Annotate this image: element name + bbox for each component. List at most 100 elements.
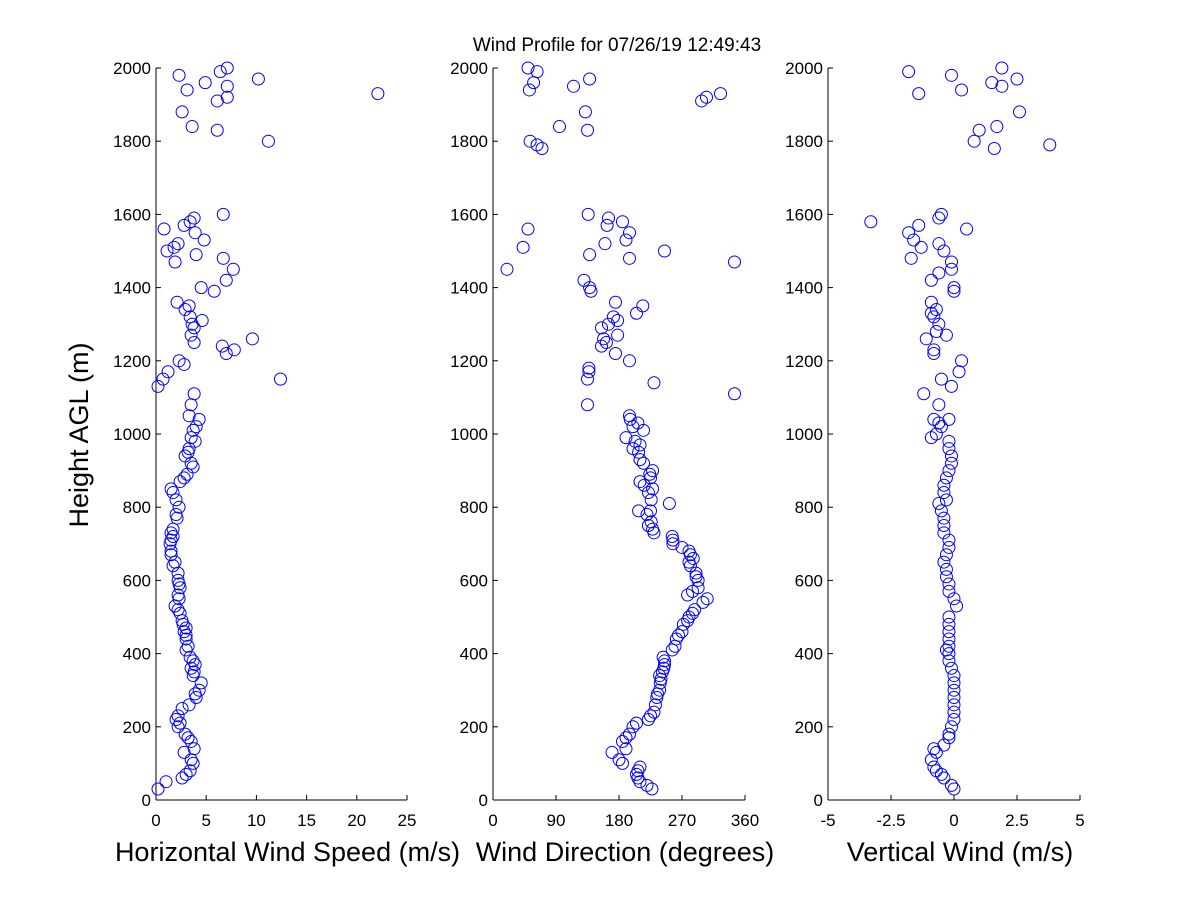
data-point-direction: [619, 233, 633, 247]
data-point-speed: [164, 533, 178, 547]
data-point-vertical: [927, 343, 941, 357]
data-point-speed: [261, 134, 275, 148]
data-point-direction: [595, 339, 608, 353]
data-point-vertical: [937, 511, 951, 525]
data-point-direction: [583, 72, 597, 86]
data-point-speed: [183, 764, 197, 778]
x-tick-label-speed: 5: [201, 811, 210, 830]
data-point-speed: [198, 76, 212, 90]
data-point-direction: [626, 442, 640, 456]
data-point-speed: [169, 712, 183, 726]
data-point-direction: [623, 727, 636, 741]
data-point-speed: [185, 120, 199, 134]
y-tick-label-direction: 2000: [450, 59, 488, 78]
y-tick-label-vertical: 600: [795, 571, 823, 590]
data-point-speed: [171, 237, 185, 251]
data-point-speed: [159, 775, 173, 789]
data-point-speed: [169, 508, 183, 522]
data-point-speed: [189, 420, 203, 434]
data-point-vertical: [927, 742, 941, 756]
data-point-direction: [643, 467, 657, 481]
data-point-speed: [172, 500, 186, 514]
data-point-vertical: [929, 325, 943, 339]
data-point-vertical: [937, 771, 951, 785]
y-tick-label-vertical: 200: [795, 718, 823, 737]
data-point-speed: [177, 471, 191, 485]
y-tick-label-direction: 400: [460, 645, 488, 664]
data-point-direction: [623, 354, 636, 368]
data-point-vertical: [942, 610, 956, 624]
data-point-speed: [178, 303, 192, 317]
data-point-speed: [177, 625, 191, 639]
data-point-speed: [171, 603, 185, 617]
data-point-speed: [151, 782, 165, 796]
data-point-vertical: [927, 310, 941, 324]
data-point-speed: [219, 346, 233, 360]
data-point-vertical: [944, 262, 958, 276]
data-point-vertical: [929, 745, 943, 759]
data-point-speed: [226, 262, 240, 276]
data-point-speed: [227, 343, 241, 357]
data-point-vertical: [955, 354, 969, 368]
data-point-vertical: [947, 698, 961, 712]
data-point-vertical: [934, 372, 948, 386]
data-point-vertical: [942, 434, 956, 448]
data-point-speed: [180, 83, 194, 97]
data-point-direction: [530, 65, 544, 79]
data-point-direction: [714, 87, 727, 101]
data-point-speed: [156, 372, 170, 386]
x-tick-label-vertical: 2.5: [1005, 811, 1029, 830]
data-point-direction: [521, 222, 535, 236]
y-tick-label-vertical: 1400: [785, 279, 823, 298]
data-point-direction: [631, 764, 645, 778]
data-point-vertical: [927, 346, 941, 360]
data-point-speed: [186, 460, 200, 474]
data-point-direction: [616, 215, 629, 229]
data-point-vertical: [939, 471, 953, 485]
data-point-direction: [646, 464, 660, 478]
y-tick-label-vertical: 1200: [785, 352, 823, 371]
data-point-vertical: [944, 379, 958, 393]
x-axis-title-vertical: Vertical Wind (m/s): [847, 837, 1074, 867]
data-point-direction: [637, 456, 650, 470]
data-point-vertical: [904, 251, 918, 265]
data-point-speed: [166, 529, 180, 543]
data-point-vertical: [924, 295, 938, 309]
data-point-speed: [169, 493, 183, 507]
data-point-direction: [647, 705, 661, 719]
data-point-speed: [187, 387, 201, 401]
data-point-vertical: [942, 533, 956, 547]
y-tick-label-direction: 600: [460, 571, 488, 590]
data-point-vertical: [939, 562, 953, 576]
data-point-speed: [188, 687, 202, 701]
data-point-direction: [598, 237, 612, 251]
data-point-direction: [623, 251, 636, 265]
data-point-speed: [175, 771, 189, 785]
x-tick-label-speed: 25: [398, 811, 417, 830]
data-point-vertical: [947, 683, 961, 697]
data-point-vertical: [902, 65, 916, 79]
data-point-speed: [251, 72, 265, 86]
data-point-direction: [656, 650, 670, 664]
data-point-vertical: [947, 592, 961, 606]
y-tick-label-vertical: 400: [795, 645, 823, 664]
data-point-vertical: [944, 720, 958, 734]
data-point-direction: [700, 90, 713, 104]
data-point-vertical: [942, 584, 956, 598]
x-tick-label-speed: 15: [297, 811, 316, 830]
data-point-vertical: [934, 504, 948, 518]
data-point-speed: [170, 295, 184, 309]
y-tick-label-speed: 1400: [113, 279, 151, 298]
data-point-direction: [516, 240, 530, 254]
data-point-speed: [177, 745, 191, 759]
data-point-vertical: [929, 303, 943, 317]
data-point-direction: [626, 720, 640, 734]
data-point-speed: [171, 720, 185, 734]
data-point-direction: [581, 123, 594, 137]
data-point-vertical: [944, 456, 958, 470]
data-point-direction: [567, 79, 580, 93]
x-tick-label-vertical: 0: [949, 811, 958, 830]
y-tick-label-speed: 600: [123, 571, 151, 590]
data-point-speed: [184, 431, 198, 445]
